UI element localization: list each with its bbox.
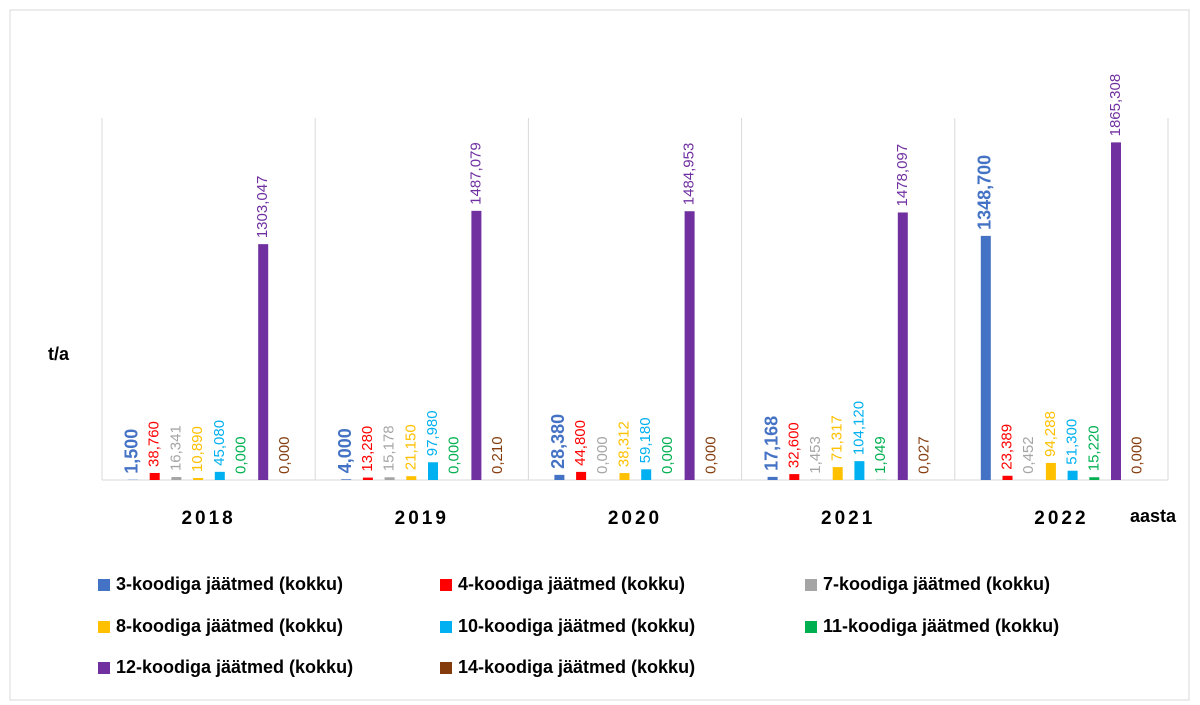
bar xyxy=(1002,475,1013,480)
data-label: 1,049 xyxy=(872,436,889,474)
legend-label: 3-koodiga jäätmed (kokku) xyxy=(116,574,343,594)
bar xyxy=(854,461,865,480)
data-label: 1,500 xyxy=(122,429,142,474)
data-label: 1865,308 xyxy=(1107,74,1124,137)
data-label: 0,000 xyxy=(232,436,249,474)
data-label: 38,760 xyxy=(146,421,163,467)
legend-swatch xyxy=(805,579,817,591)
data-label: 13,280 xyxy=(359,426,376,472)
legend-label: 4-koodiga jäätmed (kokku) xyxy=(458,574,685,594)
bar xyxy=(258,244,269,480)
bar xyxy=(428,462,438,480)
x-tick-label: 2022 xyxy=(1034,508,1088,529)
bar xyxy=(384,477,395,480)
data-label: 38,312 xyxy=(615,421,632,467)
data-label: 1303,047 xyxy=(254,176,271,239)
data-label: 94,288 xyxy=(1042,411,1059,457)
x-tick-label: 2021 xyxy=(821,508,875,529)
legend-swatch xyxy=(805,621,817,633)
legend-swatch xyxy=(98,579,110,591)
bar xyxy=(362,477,373,480)
legend-label: 12-koodiga jäätmed (kokku) xyxy=(116,657,353,677)
y-axis-label: t/a xyxy=(48,344,70,364)
bar xyxy=(554,474,565,480)
data-label: 15,178 xyxy=(381,425,398,471)
data-label: 0,000 xyxy=(276,436,293,474)
bar xyxy=(980,235,991,480)
data-label: 1484,953 xyxy=(681,143,698,206)
x-tick-label: 2020 xyxy=(608,508,662,529)
data-label: 0,452 xyxy=(1020,436,1037,474)
data-label: 0,000 xyxy=(594,436,611,474)
data-label: 1348,700 xyxy=(975,155,995,230)
data-label: 4,000 xyxy=(335,428,355,473)
data-label: 45,080 xyxy=(211,420,228,466)
data-label: 32,600 xyxy=(785,422,802,468)
bar xyxy=(406,476,417,480)
chart-frame xyxy=(9,9,1190,701)
data-label: 1,453 xyxy=(807,436,824,474)
bar xyxy=(641,469,652,480)
data-label: 0,210 xyxy=(489,436,506,474)
data-label: 1487,079 xyxy=(467,142,484,205)
data-label: 0,000 xyxy=(659,436,676,474)
legend-swatch xyxy=(440,662,452,674)
data-label: 1478,097 xyxy=(894,144,911,207)
legend-label: 7-koodiga jäätmed (kokku) xyxy=(823,574,1050,594)
legend-swatch xyxy=(98,662,110,674)
x-tick-label: 2019 xyxy=(395,508,449,529)
data-label: 28,380 xyxy=(548,414,568,469)
data-label: 71,317 xyxy=(829,415,846,461)
data-label: 51,300 xyxy=(1064,419,1081,465)
bar xyxy=(897,212,908,480)
bar xyxy=(341,479,352,480)
bar xyxy=(1067,470,1078,480)
legend-label: 8-koodiga jäätmed (kokku) xyxy=(116,616,343,636)
legend-label: 14-koodiga jäätmed (kokku) xyxy=(458,657,695,677)
x-tick-label: 2018 xyxy=(181,508,235,529)
data-label: 97,980 xyxy=(424,410,441,456)
data-label: 0,027 xyxy=(915,436,932,474)
data-label: 0,000 xyxy=(446,436,463,474)
bar xyxy=(576,471,587,480)
data-label: 16,341 xyxy=(167,425,184,471)
bar xyxy=(1045,462,1056,480)
bar xyxy=(1089,477,1100,480)
data-label: 59,180 xyxy=(637,417,654,463)
data-label: 10,890 xyxy=(189,426,206,472)
bar xyxy=(1111,142,1121,480)
bar xyxy=(767,476,778,480)
bar xyxy=(193,478,204,480)
data-label: 21,150 xyxy=(402,424,419,470)
data-label: 23,389 xyxy=(998,424,1015,470)
data-label: 0,000 xyxy=(1129,436,1146,474)
legend-swatch xyxy=(440,621,452,633)
data-label: 44,800 xyxy=(572,420,589,466)
bar xyxy=(832,467,843,480)
bar xyxy=(214,471,225,480)
bar xyxy=(789,474,800,480)
bar xyxy=(471,210,482,481)
bar xyxy=(684,211,695,480)
data-label: 0,000 xyxy=(702,436,719,474)
data-label: 17,168 xyxy=(761,416,781,471)
data-label: 15,220 xyxy=(1085,425,1102,471)
x-axis-label: aasta xyxy=(1130,506,1177,526)
legend-label: 11-koodiga jäätmed (kokku) xyxy=(823,616,1059,636)
data-label: 104,120 xyxy=(850,401,867,455)
legend-swatch xyxy=(440,579,452,591)
bar xyxy=(619,473,630,480)
bar xyxy=(149,472,160,480)
legend-swatch xyxy=(98,621,110,633)
legend-label: 10-koodiga jäätmed (kokku) xyxy=(458,616,695,636)
bar xyxy=(171,477,182,480)
